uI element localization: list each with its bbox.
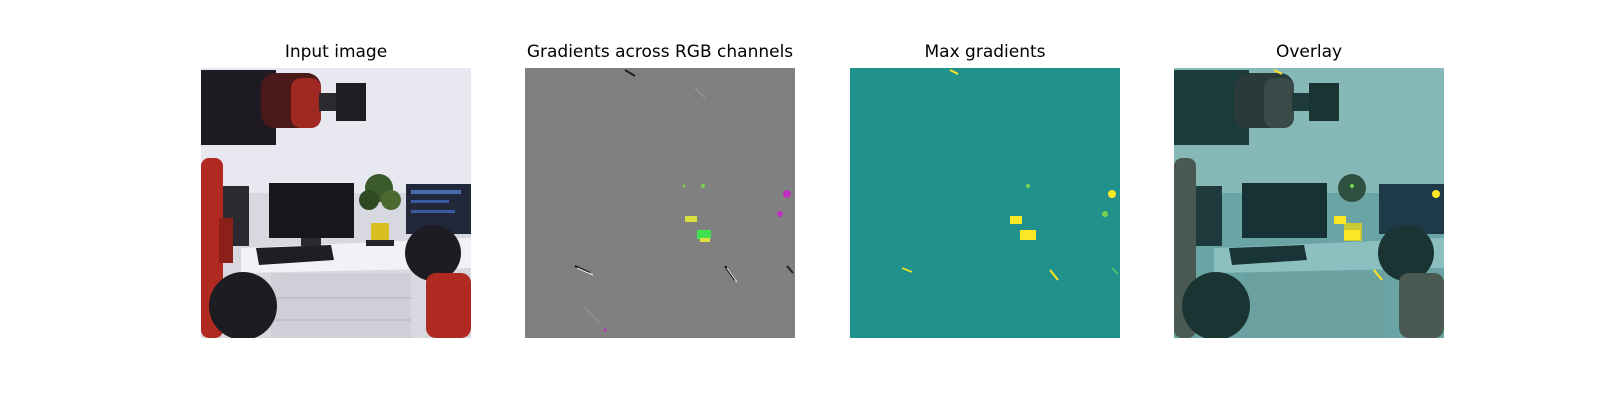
panel-title: Gradients across RGB channels bbox=[526, 42, 794, 62]
panel-title: Input image bbox=[284, 42, 388, 62]
input-image bbox=[201, 68, 471, 338]
rgb-gradients-map bbox=[525, 68, 795, 338]
panel-max-gradients: Max gradients bbox=[850, 0, 1120, 400]
overlay-image bbox=[1174, 68, 1444, 338]
panel-rgb-gradients: Gradients across RGB channels bbox=[525, 0, 795, 400]
rgb-gradients-image bbox=[525, 68, 795, 338]
panel-overlay: Overlay bbox=[1174, 0, 1444, 400]
max-gradients-image bbox=[850, 68, 1120, 338]
input-photo bbox=[201, 68, 471, 338]
overlay-composite bbox=[1174, 68, 1444, 338]
max-gradients-map bbox=[850, 68, 1120, 338]
panel-title: Overlay bbox=[1275, 42, 1343, 62]
panel-input-image: Input image bbox=[201, 0, 471, 400]
panel-title: Max gradients bbox=[924, 42, 1046, 62]
